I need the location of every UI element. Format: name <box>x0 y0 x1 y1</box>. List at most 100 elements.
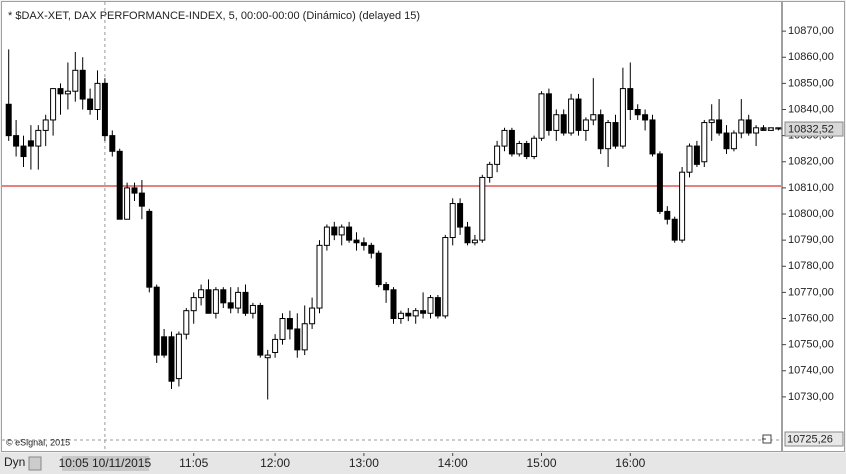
candle-body <box>412 310 419 317</box>
candle-body <box>693 145 700 165</box>
crosshair-time-label: 10:05 10/11/2015 <box>59 456 152 470</box>
candle-body <box>220 289 227 304</box>
candle-body <box>553 114 560 131</box>
candle-body <box>5 103 12 137</box>
candle-body <box>212 289 219 314</box>
candle-body <box>612 122 619 147</box>
candle-body <box>420 310 427 314</box>
mode-label[interactable]: Dyn <box>4 455 25 469</box>
candle-body <box>242 291 249 314</box>
candle-body <box>35 129 42 147</box>
y-tick-label: 10840,00 <box>788 103 834 115</box>
candle-body <box>664 210 671 220</box>
scroll-icon[interactable] <box>762 434 772 444</box>
candle-body <box>523 142 530 158</box>
candle-body <box>353 239 360 244</box>
candle-body <box>235 291 242 309</box>
candle-body <box>582 119 589 131</box>
candle-body <box>656 153 663 212</box>
candle-body <box>309 307 316 325</box>
candle-body <box>13 135 20 147</box>
candle-body <box>153 286 160 356</box>
y-tick-label: 10800,00 <box>788 208 834 220</box>
candle-body <box>272 338 279 353</box>
candle-body <box>775 127 782 130</box>
y-tick-label: 10850,00 <box>788 77 834 89</box>
candle-body <box>383 284 390 291</box>
y-tick-label: 10810,00 <box>788 182 834 194</box>
candle-body <box>494 145 501 165</box>
candle-body <box>634 109 641 116</box>
candle-body <box>427 297 434 314</box>
candle-body <box>138 192 145 207</box>
candle-body <box>338 226 345 236</box>
candle-body <box>597 114 604 150</box>
candle-body <box>568 98 575 134</box>
candle-body <box>405 312 412 317</box>
candle-body <box>109 135 116 152</box>
candle-body <box>745 119 752 134</box>
candle-body <box>286 318 293 330</box>
candle-body <box>531 137 538 158</box>
y-tick-label: 10760,00 <box>788 312 834 324</box>
candle-body <box>716 119 723 134</box>
candle-body <box>42 119 49 131</box>
candle-body <box>94 82 101 111</box>
price-axis-panel <box>782 1 845 452</box>
candle-body <box>449 203 456 239</box>
candle-body <box>575 98 582 131</box>
candle-body <box>131 187 138 194</box>
candle-body <box>686 145 693 173</box>
candle-body <box>183 310 190 335</box>
candle-body <box>331 226 338 236</box>
x-tick-label: 11:05 <box>179 456 208 470</box>
x-tick-label: 13:00 <box>349 456 379 470</box>
last-price-box <box>784 121 844 137</box>
candle-body <box>57 88 64 95</box>
candle-body <box>671 218 678 241</box>
candle-body <box>27 140 34 147</box>
candle-body <box>753 127 760 134</box>
candle-body <box>560 114 567 134</box>
candle-body <box>508 129 515 155</box>
candle-body <box>161 336 168 356</box>
candle-body <box>360 242 367 246</box>
candle-body <box>730 132 737 150</box>
crosshair-time-box <box>62 456 149 471</box>
candle-body <box>124 187 131 220</box>
candle-body <box>545 93 552 131</box>
candle-body <box>101 82 108 137</box>
candle-body <box>471 239 478 244</box>
mode-icon[interactable] <box>28 456 42 471</box>
y-tick-label: 10730,00 <box>788 391 834 403</box>
candle-body <box>516 142 523 155</box>
x-tick-label: 12:00 <box>260 456 290 470</box>
candle-body <box>605 122 612 150</box>
candle-body <box>79 69 86 100</box>
candle-body <box>701 122 708 163</box>
y-tick-label: 10860,00 <box>788 51 834 63</box>
candle-body <box>442 237 449 317</box>
last-price-label: 10832,52 <box>788 123 834 135</box>
y-tick-label: 10750,00 <box>788 339 834 351</box>
candle-body <box>87 98 94 111</box>
time-axis-panel <box>0 453 846 474</box>
candle-body <box>627 88 634 111</box>
candle-body <box>264 354 271 359</box>
x-tick-label: 15:00 <box>526 456 556 470</box>
candle-body <box>190 297 197 312</box>
candle-body <box>397 312 404 320</box>
candle-body <box>205 289 212 314</box>
candle-body <box>590 114 597 121</box>
candle-body <box>538 93 545 139</box>
candle-body <box>294 328 301 351</box>
candle-body <box>116 150 123 220</box>
candle-body <box>486 163 493 178</box>
candle-body <box>642 114 649 121</box>
candle-body <box>375 252 382 286</box>
x-tick-label: 16:00 <box>615 456 645 470</box>
candle-body <box>72 69 79 92</box>
candle-body <box>346 226 353 241</box>
candle-body <box>323 226 330 246</box>
